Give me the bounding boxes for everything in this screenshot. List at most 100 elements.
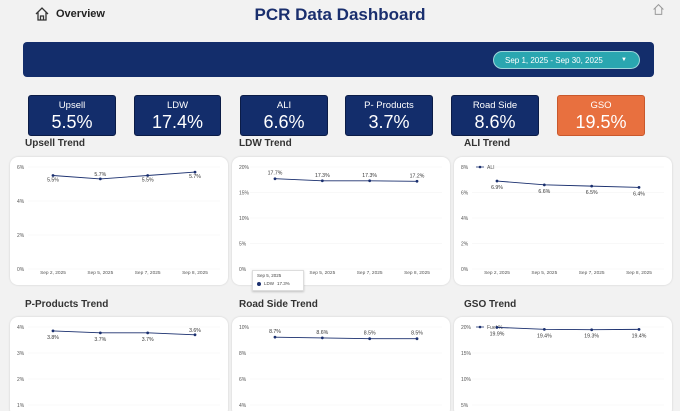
data-point: [415, 337, 419, 341]
data-label: 17.7%: [268, 171, 283, 177]
kpi-value: 6.6%: [263, 112, 305, 132]
kpi-value: 3.7%: [368, 112, 410, 132]
x-tick-label: Sep 5, 2025: [531, 270, 557, 276]
x-tick-label: Sep 2, 2025: [40, 270, 66, 276]
kpi-label: Road Side: [472, 100, 518, 111]
data-point: [98, 331, 102, 335]
chart-card-ali[interactable]: 8% 6% 4% 2% 0% Sep 2, 2025 Sep 5, 2025 Sep 7, 2…: [454, 157, 672, 285]
section-title-ldw: LDW Trend: [239, 138, 292, 149]
y-tick-label: 6%: [17, 165, 25, 171]
y-tick-label: 15%: [461, 351, 472, 357]
data-label: 3.7%: [142, 337, 154, 343]
tooltip-series: LDW: [264, 281, 274, 286]
kpi-card-gso[interactable]: GSO 19.5%: [557, 95, 645, 136]
section-title-gso: GSO Trend: [464, 299, 517, 310]
data-point: [146, 331, 150, 335]
data-label: 19.4%: [632, 333, 647, 339]
y-tick-label: 8%: [239, 351, 247, 357]
y-tick-label: 3%: [17, 351, 25, 357]
y-tick-label: 10%: [461, 377, 472, 383]
home-icon[interactable]: [652, 3, 665, 16]
data-point: [542, 183, 546, 187]
data-label: 3.8%: [47, 335, 59, 341]
gso-chart: 20% 15% 10% 5% Fuel %19.9% 19.4% 19.3% 19.4%: [461, 325, 664, 409]
chart-card-upsell[interactable]: 6% 4% 2% 0% Sep 2, 2025 Sep 5, 2025 Sep 7, 202…: [10, 157, 228, 285]
data-label: 8.7%: [269, 329, 281, 335]
data-label: 19.3%: [584, 334, 599, 340]
chart-card-road-side[interactable]: 10% 8% 6% 4% 8.7% 8.6% 8.5% 8.5%: [232, 317, 450, 411]
kpi-label: ALI: [276, 100, 292, 111]
data-point: [51, 174, 55, 177]
legend-marker: [478, 165, 482, 169]
data-point: [368, 337, 372, 341]
data-label: 6.6%: [538, 189, 550, 195]
data-point: [273, 335, 277, 339]
p-products-chart: 4% 3% 2% 1% 3.8% 3.7% 3.7% 3.6%: [17, 325, 220, 409]
kpi-card-ali[interactable]: ALI 6.6%: [240, 95, 328, 136]
kpi-card-p-products[interactable]: P- Products 3.7%: [345, 95, 433, 136]
kpi-value: 5.5%: [51, 112, 93, 132]
data-point: [320, 336, 324, 340]
y-tick-label: 10%: [239, 325, 250, 331]
chart-tooltip: Sep 5, 2025 LDW 17.3%: [252, 270, 304, 291]
y-tick-label: 20%: [461, 325, 472, 331]
data-label: 6.5%: [586, 190, 598, 196]
kpi-label: LDW: [166, 100, 189, 111]
kpi-card-upsell[interactable]: Upsell 5.5%: [28, 95, 116, 136]
kpi-card-ldw[interactable]: LDW 17.4%: [134, 95, 221, 136]
kpi-value: 8.6%: [474, 112, 516, 132]
y-tick-label: 0%: [461, 267, 469, 273]
x-tick-label: Sep 5, 2025: [87, 270, 113, 276]
section-title-p-products: P-Products Trend: [25, 299, 109, 310]
upsell-chart: 6% 4% 2% 0% Sep 2, 2025 Sep 5, 2025 Sep 7, 202…: [17, 165, 220, 276]
y-tick-label: 4%: [17, 199, 25, 205]
y-tick-label: 2%: [17, 233, 25, 239]
data-point: [415, 179, 419, 183]
data-point: [193, 170, 197, 174]
data-point: [590, 328, 594, 332]
road-side-chart: 10% 8% 6% 4% 8.7% 8.6% 8.5% 8.5%: [239, 325, 442, 409]
caret-down-icon: ▼: [621, 57, 627, 63]
kpi-value: 19.5%: [575, 112, 627, 132]
y-tick-label: 4%: [17, 325, 25, 331]
legend-label: Fuel %: [487, 325, 503, 331]
data-label: 19.4%: [537, 333, 552, 339]
data-label: 17.3%: [362, 173, 377, 179]
data-point: [51, 329, 55, 333]
kpi-card-road-side[interactable]: Road Side 8.6%: [451, 95, 539, 136]
series-line: [274, 336, 417, 340]
x-tick-label: Sep 7, 2025: [135, 270, 161, 276]
kpi-label: Upsell: [58, 100, 86, 111]
y-tick-label: 2%: [17, 377, 25, 383]
overview-link[interactable]: Overview: [34, 6, 105, 22]
data-label: 19.9%: [490, 331, 505, 337]
x-tick-label: Sep 7, 2025: [357, 270, 383, 276]
date-range-label: Sep 1, 2025 - Sep 30, 2025: [505, 55, 603, 65]
data-label: 6.4%: [633, 191, 645, 197]
chart-card-gso[interactable]: 20% 15% 10% 5% Fuel % 19.9% 19.4% 19.3% 19.4%: [454, 317, 672, 411]
data-label: 8.6%: [316, 330, 328, 336]
y-tick-label: 1%: [17, 403, 25, 409]
x-tick-label: Sep 5, 2025: [309, 270, 335, 276]
section-title-road-side: Road Side Trend: [239, 299, 318, 310]
chart-card-p-products[interactable]: 4% 3% 2% 1% 3.8% 3.7% 3.7% 3.6%: [10, 317, 228, 411]
series-line: [496, 180, 640, 188]
data-label: 17.2%: [410, 173, 425, 179]
y-tick-label: 15%: [239, 191, 250, 197]
data-point: [637, 186, 641, 189]
data-point: [637, 327, 641, 331]
home-icon: [35, 7, 49, 21]
overview-label: Overview: [56, 8, 105, 20]
series-marker: [257, 281, 261, 286]
data-label: 5.7%: [94, 172, 106, 178]
data-label: 6.9%: [491, 185, 503, 191]
data-point: [273, 177, 277, 181]
data-point: [368, 179, 372, 183]
data-label: 3.7%: [94, 337, 106, 343]
date-range-picker[interactable]: Sep 1, 2025 - Sep 30, 2025 ▼: [493, 51, 640, 69]
data-label: 17.3%: [315, 173, 330, 179]
series-line: [52, 171, 196, 180]
tooltip-value: 17.3%: [277, 281, 290, 286]
y-tick-label: 20%: [239, 165, 250, 171]
